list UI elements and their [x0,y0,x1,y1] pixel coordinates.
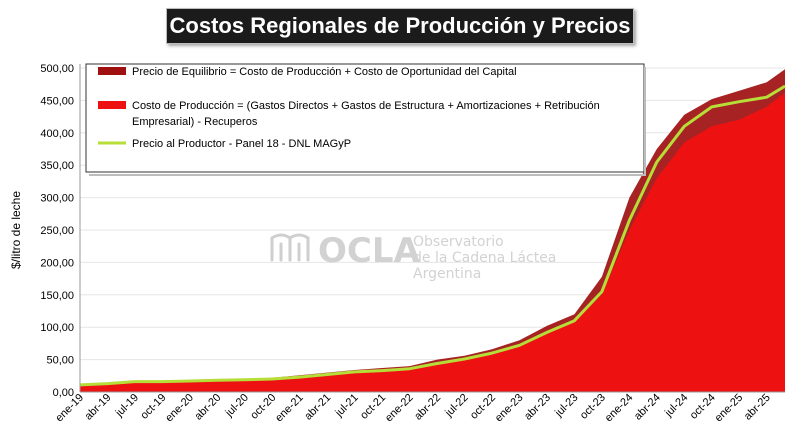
legend-shadow-bottom [89,174,645,176]
production-cost-area [80,92,785,392]
legend-label-equilibrium: Precio de Equilibrio = Costo de Producci… [132,66,517,78]
watermark-line-1: Observatorio [413,234,504,250]
x-tick-label: abr-22 [412,392,443,423]
y-axis-label: $/litro de leche [9,191,23,269]
y-tick-label: 400,00 [40,128,74,140]
legend-swatch-cost [98,101,126,109]
ocla-logo-icon [270,233,310,262]
y-tick-label: 50,00 [46,355,74,367]
y-tick-label: 100,00 [40,322,74,334]
x-tick-label: jul-22 [442,392,470,420]
x-tick-label: abr-20 [192,392,223,423]
x-tick-label: ene-22 [383,392,416,425]
x-tick-label: abr-23 [522,392,553,423]
x-tick-label: abr-25 [742,392,773,423]
y-tick-label: 200,00 [40,257,74,269]
y-tick-label: 500,00 [40,63,74,75]
legend-label-price: Precio al Productor - Panel 18 - DNL MAG… [132,138,351,150]
legend: Precio de Equilibrio = Costo de Producci… [85,63,646,176]
x-tick-label: ene-20 [163,392,196,425]
y-tick-label: 150,00 [40,290,74,302]
x-tick-label: jul-23 [552,392,580,420]
y-tick-label: 0,00 [53,387,74,399]
x-tick-label: ene-23 [493,392,526,425]
logo-arch-right [288,233,310,262]
y-tick-label: 300,00 [40,193,74,205]
legend-box [85,63,645,173]
x-tick-label: ene-21 [273,392,306,425]
y-tick-label: 450,00 [40,95,74,107]
x-tick-label: abr-21 [302,392,333,423]
y-tick-label: 250,00 [40,225,74,237]
x-tick-label: ene-25 [713,392,746,425]
legend-swatch-equilibrium [98,67,126,75]
legend-label-cost-line2: Empresarial) - Recuperos [132,116,258,128]
x-tick-label: jul-20 [223,392,251,420]
x-tick-label: jul-21 [333,392,361,420]
x-tick-label: abr-19 [83,392,114,423]
x-tick-label: jul-19 [113,392,141,420]
watermark-line-3: Argentina [413,266,481,282]
chart-title-box: Costos Regionales de Producción y Precio… [166,8,634,44]
legend-shadow-right [644,67,646,176]
x-tick-label: abr-24 [632,392,663,423]
y-tick-label: 350,00 [40,160,74,172]
x-tick-label: jul-24 [662,392,690,420]
chart-title: Costos Regionales de Producción y Precio… [169,13,631,38]
watermark-line-2: de la Cadena Láctea [413,250,556,266]
producer-price-line [79,84,786,387]
x-tick-label: ene-24 [603,392,636,425]
legend-label-cost-line1: Costo de Producción = (Gastos Directos +… [132,100,600,112]
watermark-logo-text: OCLA [318,231,421,271]
